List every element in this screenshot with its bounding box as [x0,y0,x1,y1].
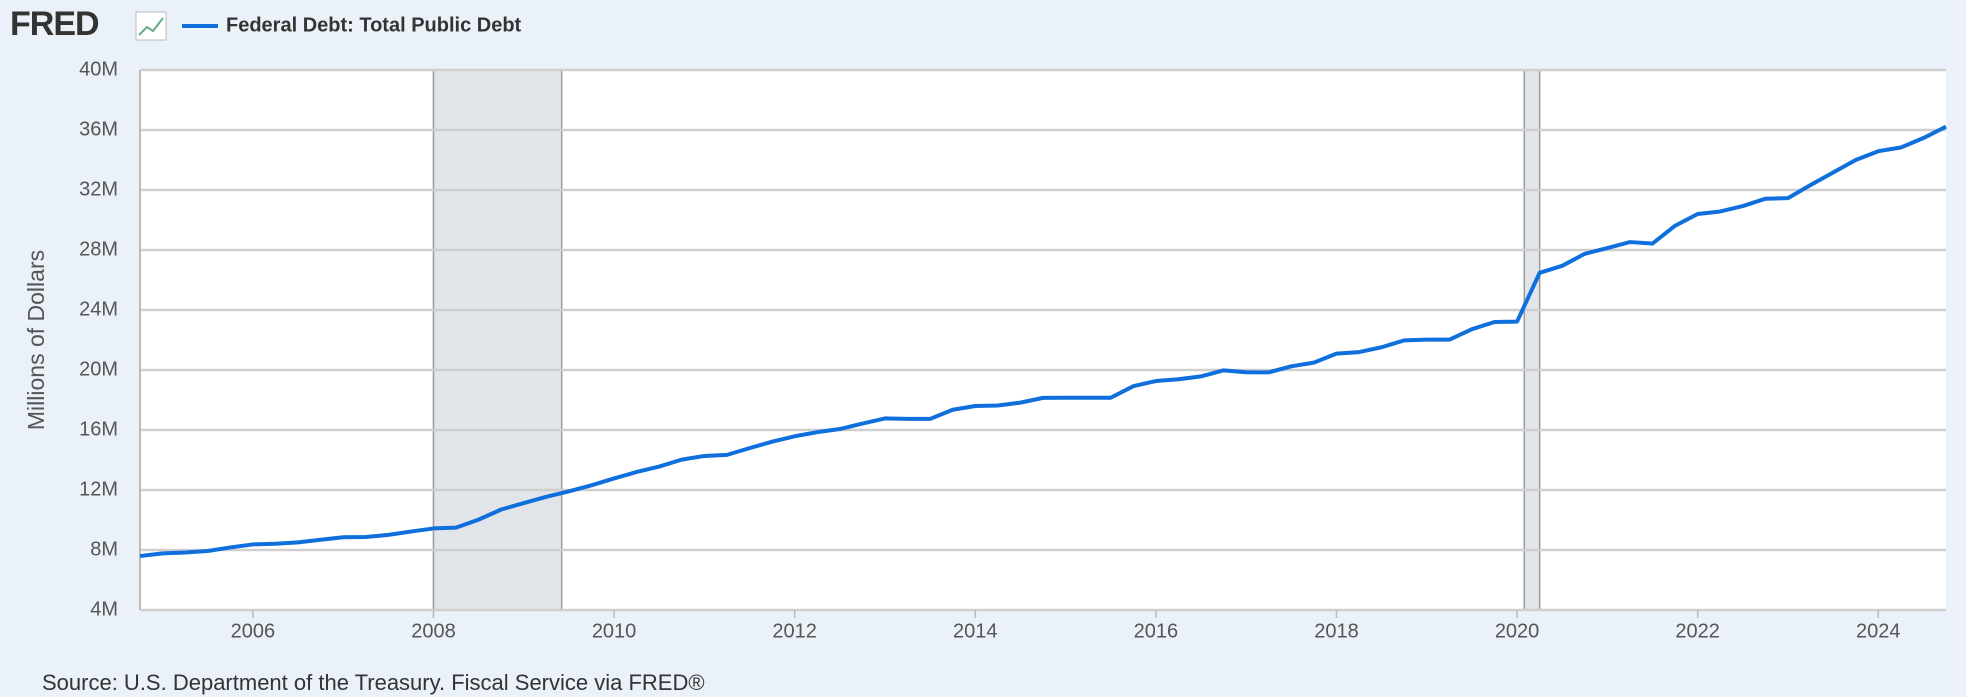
series-line [139,124,1947,559]
recession-band [1524,70,1540,610]
x-tick-label: 2012 [772,620,817,642]
x-tick-label: 2010 [592,620,637,642]
x-tick-label: 2008 [411,620,456,642]
y-tick-label: 4M [90,598,118,620]
y-tick-label: 16M [79,418,118,440]
y-tick-label: 36M [79,118,118,140]
logo: FRED [10,5,99,43]
x-tick-label: 2024 [1856,620,1901,642]
y-tick-label: 28M [79,238,118,260]
x-tick-label: 2006 [231,620,276,642]
y-tick-label: 12M [79,478,118,500]
x-tick-label: 2022 [1675,620,1720,642]
x-tick-label: 2016 [1134,620,1179,642]
y-tick-label: 8M [90,538,118,560]
x-tick-label: 2018 [1314,620,1359,642]
y-tick-label: 20M [79,358,118,380]
source: Source: U.S. Department of the Treasury.… [42,670,705,695]
x-tick-label: 2020 [1495,620,1540,642]
logo-icon [135,11,167,41]
y-tick-label: 24M [79,298,118,320]
legend-label: Federal Debt: Total Public Debt [226,14,522,36]
plot-area [140,70,1946,610]
y-axis-title: Millions of Dollars [23,250,49,430]
x-tick-label: 2014 [953,620,998,642]
recession-band [433,70,562,610]
y-tick-label: 32M [79,178,118,200]
y-tick-label: 40M [79,58,118,80]
